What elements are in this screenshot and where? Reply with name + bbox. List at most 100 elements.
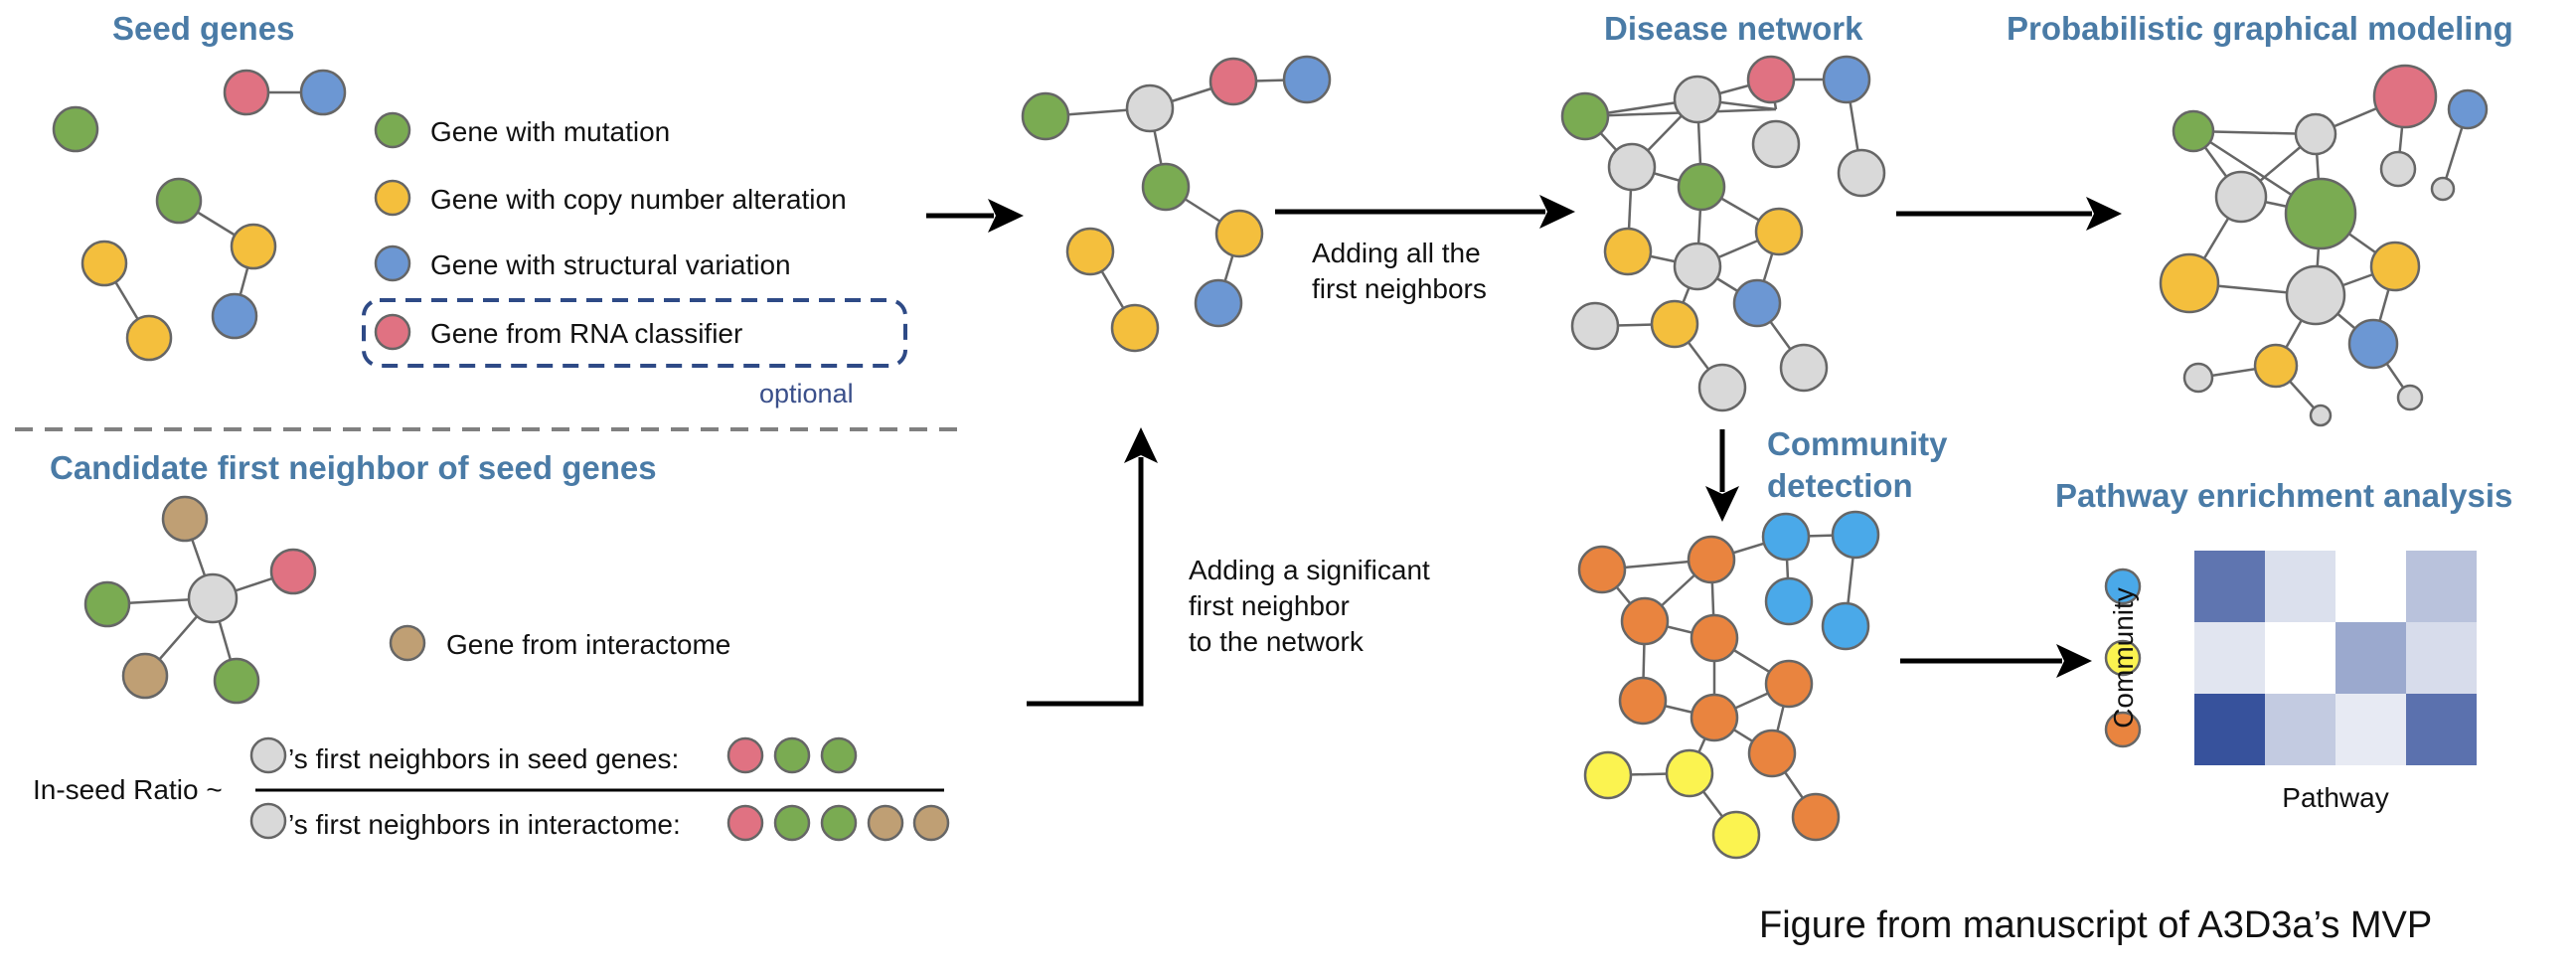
seed-node-mutation	[52, 105, 99, 153]
pgm-node-structural	[2447, 88, 2489, 130]
community-node-orange	[1690, 693, 1739, 742]
community-node-orange	[1747, 729, 1797, 778]
legend-label-mutation: Gene with mutation	[430, 116, 670, 147]
community-node-orange	[1577, 545, 1627, 594]
heatmap-cell	[2406, 551, 2477, 622]
arrow-disease-to-pgm	[1896, 197, 2122, 231]
seed-legend: Gene with mutation Gene with copy number…	[362, 111, 907, 408]
disease-node-cna	[1650, 299, 1699, 349]
row-marker-blue	[2104, 568, 2142, 605]
disease-node-neighbor	[1837, 148, 1886, 198]
disease-node-neighbor	[1751, 119, 1801, 169]
legend-label-cna: Gene with copy number alteration	[430, 184, 847, 215]
community-node-blue	[1761, 512, 1811, 562]
pgm-node-cna	[2253, 343, 2299, 389]
disease-node-mutation	[1677, 162, 1726, 212]
network-node-cna	[1065, 227, 1115, 276]
network-node-structural	[1194, 278, 1243, 328]
candidate-center-node	[187, 572, 239, 624]
network-node-cna	[1214, 209, 1264, 258]
in-seed-ratio-formula: In-seed Ratio ~ ’s first neighbors in se…	[33, 736, 950, 842]
numerator-neighbor-node	[249, 736, 287, 774]
pgm-node-neighbor	[2214, 170, 2268, 224]
legend-swatch-cna	[374, 179, 411, 217]
community-node-orange	[1687, 535, 1736, 584]
denominator-node-mutation	[773, 804, 811, 842]
community-node-orange	[1618, 676, 1668, 726]
pgm-node-neighbor	[2430, 176, 2456, 202]
community-node-blue	[1764, 576, 1814, 626]
seed-genes-title: Seed genes	[112, 10, 294, 47]
adding-first-neighbors-line-2: first neighbors	[1312, 273, 1487, 304]
pgm-node-neighbor	[2379, 150, 2417, 188]
seed-node-structural	[299, 69, 347, 116]
heatmap-cell	[2406, 694, 2477, 765]
numerator-node-mutation	[773, 736, 811, 774]
legend-swatch-mutation	[374, 111, 411, 149]
seed-genes-graph	[52, 69, 347, 362]
disease-node-rna	[1746, 55, 1796, 104]
numerator-text: ’s first neighbors in seed genes:	[288, 743, 679, 774]
adding-significant-line-1: Adding a significant	[1189, 555, 1430, 585]
legend-swatch-interactome	[389, 624, 426, 662]
denominator-node-mutation	[820, 804, 858, 842]
heatmap-cells	[2194, 551, 2477, 765]
seed-network-graph	[1021, 55, 1332, 353]
legend-label-rna: Gene from RNA classifier	[430, 318, 742, 349]
pgm-graph	[2159, 64, 2489, 427]
legend-label-structural: Gene with structural variation	[430, 249, 791, 280]
pgm-node-mutation	[2172, 109, 2215, 153]
candidate-node-mutation	[213, 657, 260, 705]
heatmap-cell	[2265, 694, 2335, 765]
pathway-heatmap: Community Pathway	[2104, 551, 2477, 813]
seed-node-cna	[80, 240, 128, 287]
numerator-node-mutation	[820, 736, 858, 774]
legend-label-interactome: Gene from interactome	[446, 629, 730, 660]
network-node-neighbor	[1125, 83, 1175, 133]
candidate-node-rna	[269, 548, 317, 595]
pgm-node-mutation	[2284, 177, 2357, 250]
community-node-yellow	[1711, 810, 1761, 860]
heatmap-cell	[2194, 622, 2265, 694]
row-marker-orange	[2104, 711, 2142, 748]
heatmap-y-label: Community	[2108, 587, 2139, 729]
candidate-node-interactome	[161, 495, 209, 543]
denominator-neighbor-node	[249, 802, 287, 840]
legend-swatch-structural	[374, 244, 411, 282]
pgm-node-neighbor	[2294, 112, 2337, 156]
community-node-orange	[1764, 659, 1814, 709]
disease-node-neighbor	[1697, 363, 1747, 412]
network-node-cna	[1110, 303, 1160, 353]
community-node-blue	[1831, 510, 1880, 560]
disease-node-neighbor	[1673, 242, 1722, 291]
candidate-node-mutation	[83, 580, 131, 628]
heatmap-cell	[2335, 694, 2406, 765]
seed-node-cna	[125, 314, 173, 362]
disease-node-structural	[1732, 278, 1782, 328]
pathway-title: Pathway enrichment analysis	[2055, 477, 2512, 514]
adding-significant-line-2: first neighbor	[1189, 590, 1350, 621]
row-marker-yellow	[2104, 639, 2142, 677]
disease-network-graph	[1560, 55, 1886, 412]
heatmap-cell	[2335, 551, 2406, 622]
adding-first-neighbors-line-1: Adding all the	[1312, 238, 1481, 268]
optional-box	[362, 298, 907, 368]
candidate-title: Candidate first neighbor of seed genes	[50, 449, 657, 486]
community-title-line-2: detection	[1767, 467, 1913, 504]
community-node-blue	[1821, 601, 1870, 651]
heatmap-cell	[2335, 622, 2406, 694]
pgm-node-neighbor	[2309, 404, 2333, 427]
figure-caption: Figure from manuscript of A3D3a’s MVP	[1759, 904, 2432, 946]
pgm-node-neighbor	[2396, 384, 2424, 411]
disease-network-title: Disease network	[1604, 10, 1863, 47]
seed-node-mutation	[155, 177, 203, 225]
seed-node-rna	[223, 69, 270, 116]
arrow-network-to-disease	[1275, 195, 1575, 229]
arrow-disease-to-community	[1705, 429, 1739, 522]
heatmap-cell	[2265, 551, 2335, 622]
pgm-node-rna	[2372, 64, 2438, 129]
community-title-line-1: Community	[1767, 425, 1948, 462]
heatmap-cell	[2194, 694, 2265, 765]
network-node-rna	[1208, 57, 1258, 106]
arrow-community-to-pathway	[1900, 644, 2092, 678]
